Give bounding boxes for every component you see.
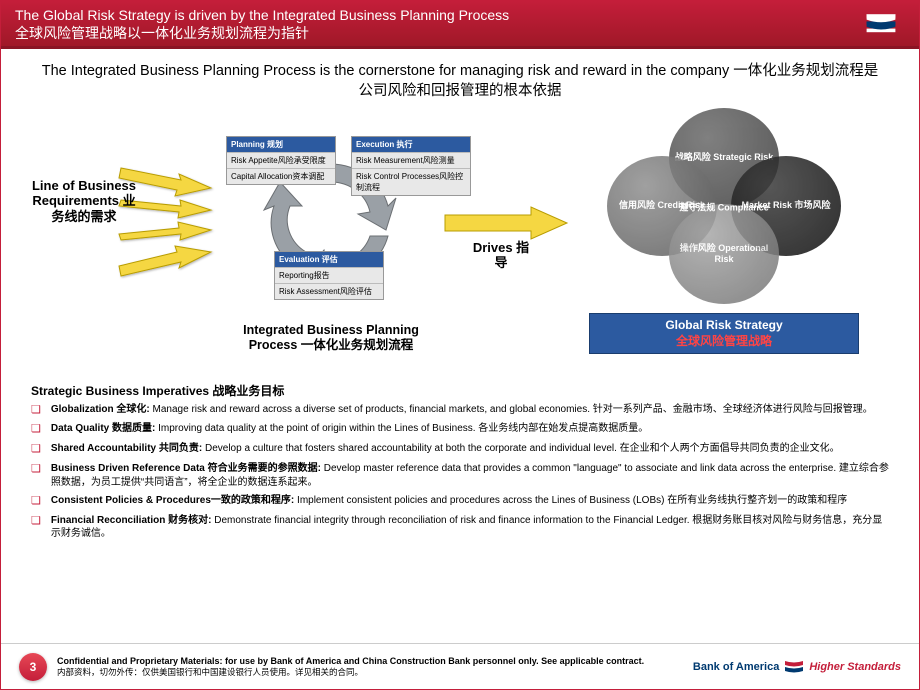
planning-box: Planning 规划 Risk Appetite风险承受限度 Capital … [226, 136, 336, 185]
evaluation-box: Evaluation 评估 Reporting报告 Risk Assessmen… [274, 251, 384, 300]
confidential-text: Confidential and Proprietary Materials: … [57, 656, 693, 677]
venn-diagram: 战略风险 Strategic Risk 信用风险 Credit Risk Mar… [579, 108, 869, 308]
ibp-cycle: Planning 规划 Risk Appetite风险承受限度 Capital … [216, 136, 446, 346]
confidential-en: Confidential and Proprietary Materials: … [57, 656, 693, 667]
grs-cn: 全球风险管理战略 [676, 334, 772, 348]
imperative-item: ❏ Business Driven Reference Data 符合业务需要的参… [31, 462, 889, 489]
imperatives-title: Strategic Business Imperatives 战略业务目标 [31, 382, 889, 399]
bofa-flag-icon [863, 7, 899, 43]
planning-row-1: Capital Allocation资本调配 [227, 168, 335, 184]
header-title-cn: 全球风险管理战略以一体化业务规划流程为指针 [15, 23, 905, 43]
page-number: 3 [19, 653, 47, 681]
imperatives-section: Strategic Business Imperatives 战略业务目标 ❏ G… [1, 378, 919, 541]
planning-row-0: Risk Appetite风险承受限度 [227, 152, 335, 168]
evaluation-header: Evaluation 评估 [275, 252, 383, 267]
imperative-text: Consistent Policies & Procedures一致的政策和程序… [51, 494, 889, 509]
imperative-item: ❏ Globalization 全球化: Manage risk and rewa… [31, 403, 889, 418]
imperative-text: Globalization 全球化: Manage risk and rewar… [51, 403, 889, 418]
bullet-icon: ❏ [31, 494, 41, 509]
imperative-item: ❏ Consistent Policies & Procedures一致的政策和程… [31, 494, 889, 509]
input-arrows [111, 156, 221, 296]
execution-header: Execution 执行 [352, 137, 470, 152]
imperative-text: Shared Accountability 共同负责: Develop a cu… [51, 442, 889, 457]
bullet-icon: ❏ [31, 514, 41, 541]
ibp-label: Integrated Business Planning Process 一体化… [241, 323, 421, 353]
venn-operational: 操作风险 Operational Risk [669, 204, 779, 304]
subtitle: The Integrated Business Planning Process… [1, 49, 919, 108]
imperative-text: Financial Reconciliation 财务核对: Demonstra… [51, 514, 889, 541]
grs-en: Global Risk Strategy [665, 318, 782, 332]
execution-row-1: Risk Control Processes风险控制流程 [352, 168, 470, 195]
header-title-en: The Global Risk Strategy is driven by th… [15, 7, 905, 23]
drives-arrow-icon [441, 203, 571, 243]
imperative-item: ❏ Shared Accountability 共同负责: Develop a c… [31, 442, 889, 457]
bullet-icon: ❏ [31, 422, 41, 437]
bofa-flag-small-icon [783, 658, 805, 676]
imperative-item: ❏ Data Quality 数据质量: Improving data quali… [31, 422, 889, 437]
bullet-icon: ❏ [31, 462, 41, 489]
footer-logo: Bank of America Higher Standards [693, 658, 901, 676]
slide-footer: 3 Confidential and Proprietary Materials… [1, 643, 919, 689]
venn-operational-label: 操作风险 Operational Risk [669, 243, 779, 265]
diagram-area: Line of Business Requirements 业务线的需求 Pla… [21, 108, 899, 378]
imperative-text: Data Quality 数据质量: Improving data qualit… [51, 422, 889, 437]
execution-box: Execution 执行 Risk Measurement风险测量 Risk C… [351, 136, 471, 196]
imperative-item: ❏ Financial Reconciliation 财务核对: Demonstr… [31, 514, 889, 541]
execution-row-0: Risk Measurement风险测量 [352, 152, 470, 168]
footer-logo-hs: Higher Standards [809, 661, 901, 673]
drives-label: Drives 指导 [471, 240, 531, 271]
footer-logo-text: Bank of America [693, 661, 779, 673]
venn-center-label: 遵守法规 Compliance [679, 202, 769, 213]
lob-label: Line of Business Requirements 业务线的需求 [29, 178, 139, 225]
bullet-icon: ❏ [31, 403, 41, 418]
slide-header: The Global Risk Strategy is driven by th… [1, 1, 919, 49]
global-risk-strategy-box: Global Risk Strategy 全球风险管理战略 [589, 313, 859, 354]
imperative-text: Business Driven Reference Data 符合业务需要的参照… [51, 462, 889, 489]
confidential-cn: 内部资料，切勿外传：仅供美国银行和中国建设银行人员使用。详见相关的合同。 [57, 667, 693, 677]
evaluation-row-0: Reporting报告 [275, 267, 383, 283]
planning-header: Planning 规划 [227, 137, 335, 152]
evaluation-row-1: Risk Assessment风险评估 [275, 283, 383, 299]
bullet-icon: ❏ [31, 442, 41, 457]
